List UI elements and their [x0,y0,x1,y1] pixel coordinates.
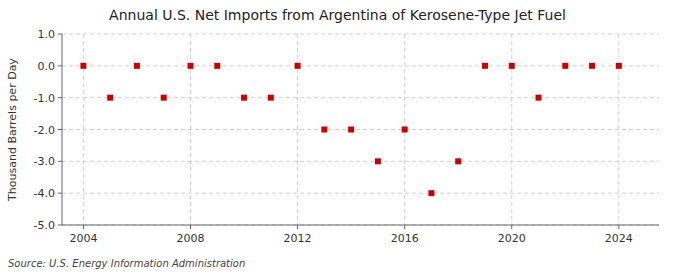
point [482,63,488,69]
chart: Annual U.S. Net Imports from Argentina o… [0,0,675,275]
x-tick-label: 2004 [69,232,97,245]
x-axis-line [62,225,659,226]
y-tick [58,129,62,130]
point [107,95,113,101]
y-grid-line [62,225,659,226]
x-tick-label: 2024 [605,232,633,245]
point [188,63,194,69]
x-tick-label: 2012 [284,232,312,245]
point [80,63,86,69]
point [402,127,408,133]
point [161,95,167,101]
point [509,63,515,69]
y-grid-line [62,34,659,35]
y-tick-label: -2.0 [34,124,55,137]
x-tick [297,225,298,229]
y-grid-line [62,161,659,162]
y-tick [58,97,62,98]
point [455,158,461,164]
point [214,63,220,69]
x-grid-line [511,34,512,225]
y-tick-label: 1.0 [38,28,56,41]
point [295,63,301,69]
y-tick [58,225,62,226]
y-tick-label: -3.0 [34,155,55,168]
y-grid-line [62,65,659,66]
x-tick [618,225,619,229]
y-grid-line [62,129,659,130]
point [616,63,622,69]
y-tick-label: -1.0 [34,92,55,105]
point [134,63,140,69]
x-grid-line [190,34,191,225]
y-tick [58,161,62,162]
x-axis: 2004 2008 2012 2016 2020 2024 [69,225,632,245]
point [321,127,327,133]
y-tick [58,34,62,35]
x-tick [404,225,405,229]
x-tick-label: 2020 [498,232,526,245]
y-tick-label: -5.0 [34,219,55,232]
point [562,63,568,69]
y-tick [58,193,62,194]
title: Annual U.S. Net Imports from Argentina o… [109,7,566,23]
y-axis: 1.0 0.0 -1.0 -2.0 -3.0 -4.0 -5.0 [34,28,62,232]
point [348,127,354,133]
point [375,158,381,164]
x-tick-label: 2016 [391,232,419,245]
y-grid-line [62,97,659,98]
y-axis-label: Thousand Barrels per Day [6,58,19,202]
source: Source: U.S. Energy Information Administ… [8,258,245,269]
point [536,95,542,101]
x-grid-line [618,34,619,225]
grid [62,34,659,225]
point [268,95,274,101]
y-tick-label: 0.0 [38,60,56,73]
x-tick [511,225,512,229]
y-grid-line [62,193,659,194]
points [80,63,621,196]
x-tick [190,225,191,229]
y-tick-label: -4.0 [34,187,55,200]
x-tick [83,225,84,229]
x-tick-label: 2008 [177,232,205,245]
x-grid-line [83,34,84,225]
point [241,95,247,101]
point [589,63,595,69]
x-grid-line [297,34,298,225]
point [428,190,434,196]
y-tick [58,65,62,66]
